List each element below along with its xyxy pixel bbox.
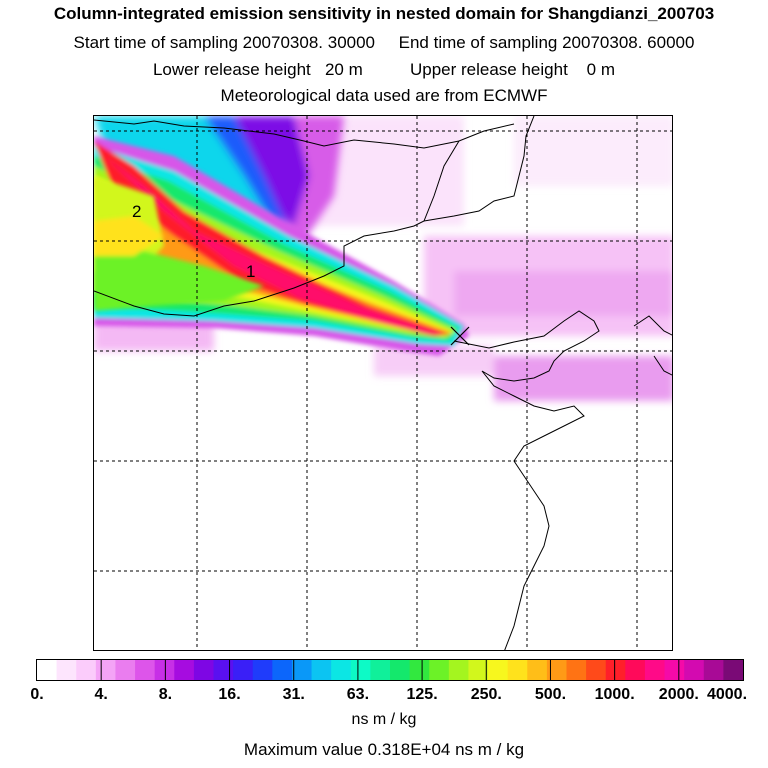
color-swatch	[135, 660, 156, 680]
color-swatch	[95, 660, 116, 680]
scale-tick-label: 4.	[94, 686, 108, 703]
color-swatch	[193, 660, 214, 680]
color-swatch	[252, 660, 273, 680]
sampling-times: Start time of sampling 20070308. 30000 E…	[73, 33, 695, 52]
color-swatch	[605, 660, 626, 680]
x-marker-icon	[450, 326, 470, 346]
color-swatch	[76, 660, 97, 680]
western-tail	[94, 176, 264, 311]
color-swatch	[390, 660, 411, 680]
color-swatch	[448, 660, 469, 680]
scale-tick-label: 500.	[534, 686, 567, 703]
color-swatch	[174, 660, 195, 680]
scale-tick-label: 1000.	[594, 686, 635, 703]
scale-tick-label: 2000.	[658, 686, 699, 703]
color-swatch	[291, 660, 313, 680]
cluster-label-1: 1	[246, 262, 256, 281]
color-swatch	[586, 660, 607, 680]
color-swatch	[350, 660, 371, 680]
color-swatch	[723, 660, 743, 680]
color-swatch	[644, 660, 666, 680]
color-swatch	[370, 660, 391, 680]
color-swatch	[272, 660, 293, 680]
color-swatch	[233, 660, 254, 680]
scale-tick-label: 63.	[346, 686, 370, 703]
color-swatch	[664, 660, 685, 680]
color-swatch	[311, 660, 332, 680]
color-scale-bar	[36, 659, 744, 681]
color-swatch	[703, 660, 724, 680]
color-swatch	[625, 660, 646, 680]
coastlines	[94, 116, 672, 650]
color-swatch	[37, 660, 58, 680]
color-swatch	[507, 660, 528, 680]
scale-tick-label: 16.	[218, 686, 241, 703]
color-swatch	[488, 660, 509, 680]
color-swatch	[115, 660, 136, 680]
scale-tick-label: 125.	[406, 686, 438, 703]
color-swatch	[56, 660, 77, 680]
color-swatch	[429, 660, 450, 680]
color-swatch	[331, 660, 352, 680]
release-heights: Lower release height 20 m Upper release …	[152, 60, 616, 79]
color-swatch	[684, 660, 705, 680]
low-sensitivity-field	[94, 116, 672, 401]
cluster-label-2: 2	[132, 202, 142, 221]
color-swatch	[527, 660, 548, 680]
color-scale-swatches	[37, 660, 743, 680]
plot-title: Column-integrated emission sensitivity i…	[53, 4, 715, 23]
scale-tick-label: 31.	[282, 686, 305, 703]
color-swatch	[154, 660, 175, 680]
maximum-value: Maximum value 0.318E+04 ns m / kg	[243, 740, 525, 759]
color-swatch	[409, 660, 430, 680]
color-swatch	[546, 660, 567, 680]
lat-lon-grid	[94, 116, 672, 650]
scale-tick-label: 0.	[30, 686, 44, 703]
scale-tick-label: 8.	[158, 686, 173, 703]
scale-tick-label: 250.	[470, 686, 502, 703]
color-swatch	[566, 660, 587, 680]
color-swatch	[468, 660, 489, 680]
met-data-source: Meteorological data used are from ECMWF	[220, 86, 548, 105]
sensitivity-map: 2 1	[93, 115, 673, 651]
scale-tick-label: 4000.	[706, 686, 748, 703]
color-swatch	[213, 660, 234, 680]
color-scale-unit: ns m / kg	[351, 711, 417, 728]
map-canvas	[94, 116, 672, 650]
